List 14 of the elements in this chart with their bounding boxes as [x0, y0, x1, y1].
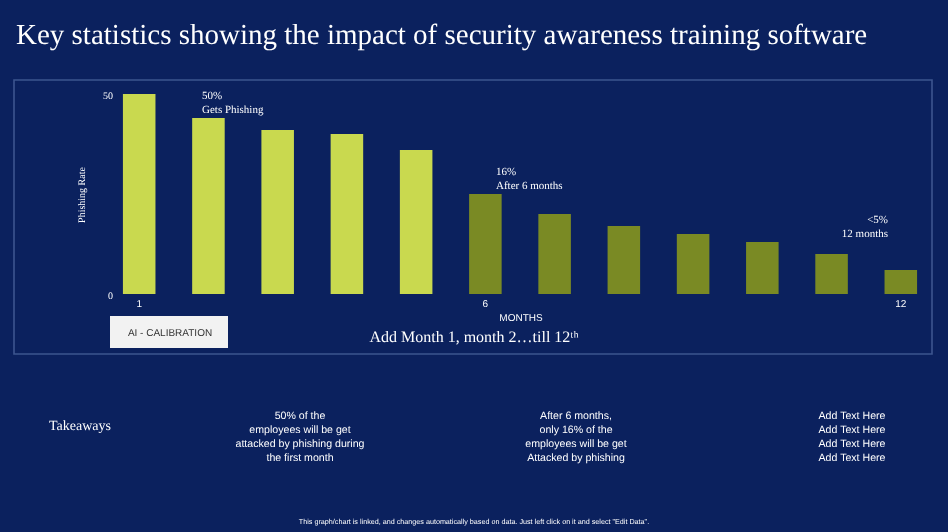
- bar: [261, 130, 294, 294]
- bar: [746, 242, 779, 294]
- bar: [330, 134, 364, 294]
- bar: [399, 150, 433, 294]
- bar: [538, 214, 571, 294]
- bar: [192, 118, 225, 294]
- bar: [815, 254, 848, 294]
- bar: [676, 234, 710, 294]
- bar: [122, 94, 156, 294]
- bar: [884, 270, 918, 294]
- text: Add Month 1, month 2…till 12ᵗʰ: [369, 328, 580, 346]
- bar: [607, 226, 641, 294]
- bar: [469, 194, 502, 294]
- chart-title: Key statistics showing the impact of security awareness training software: [16, 20, 868, 52]
